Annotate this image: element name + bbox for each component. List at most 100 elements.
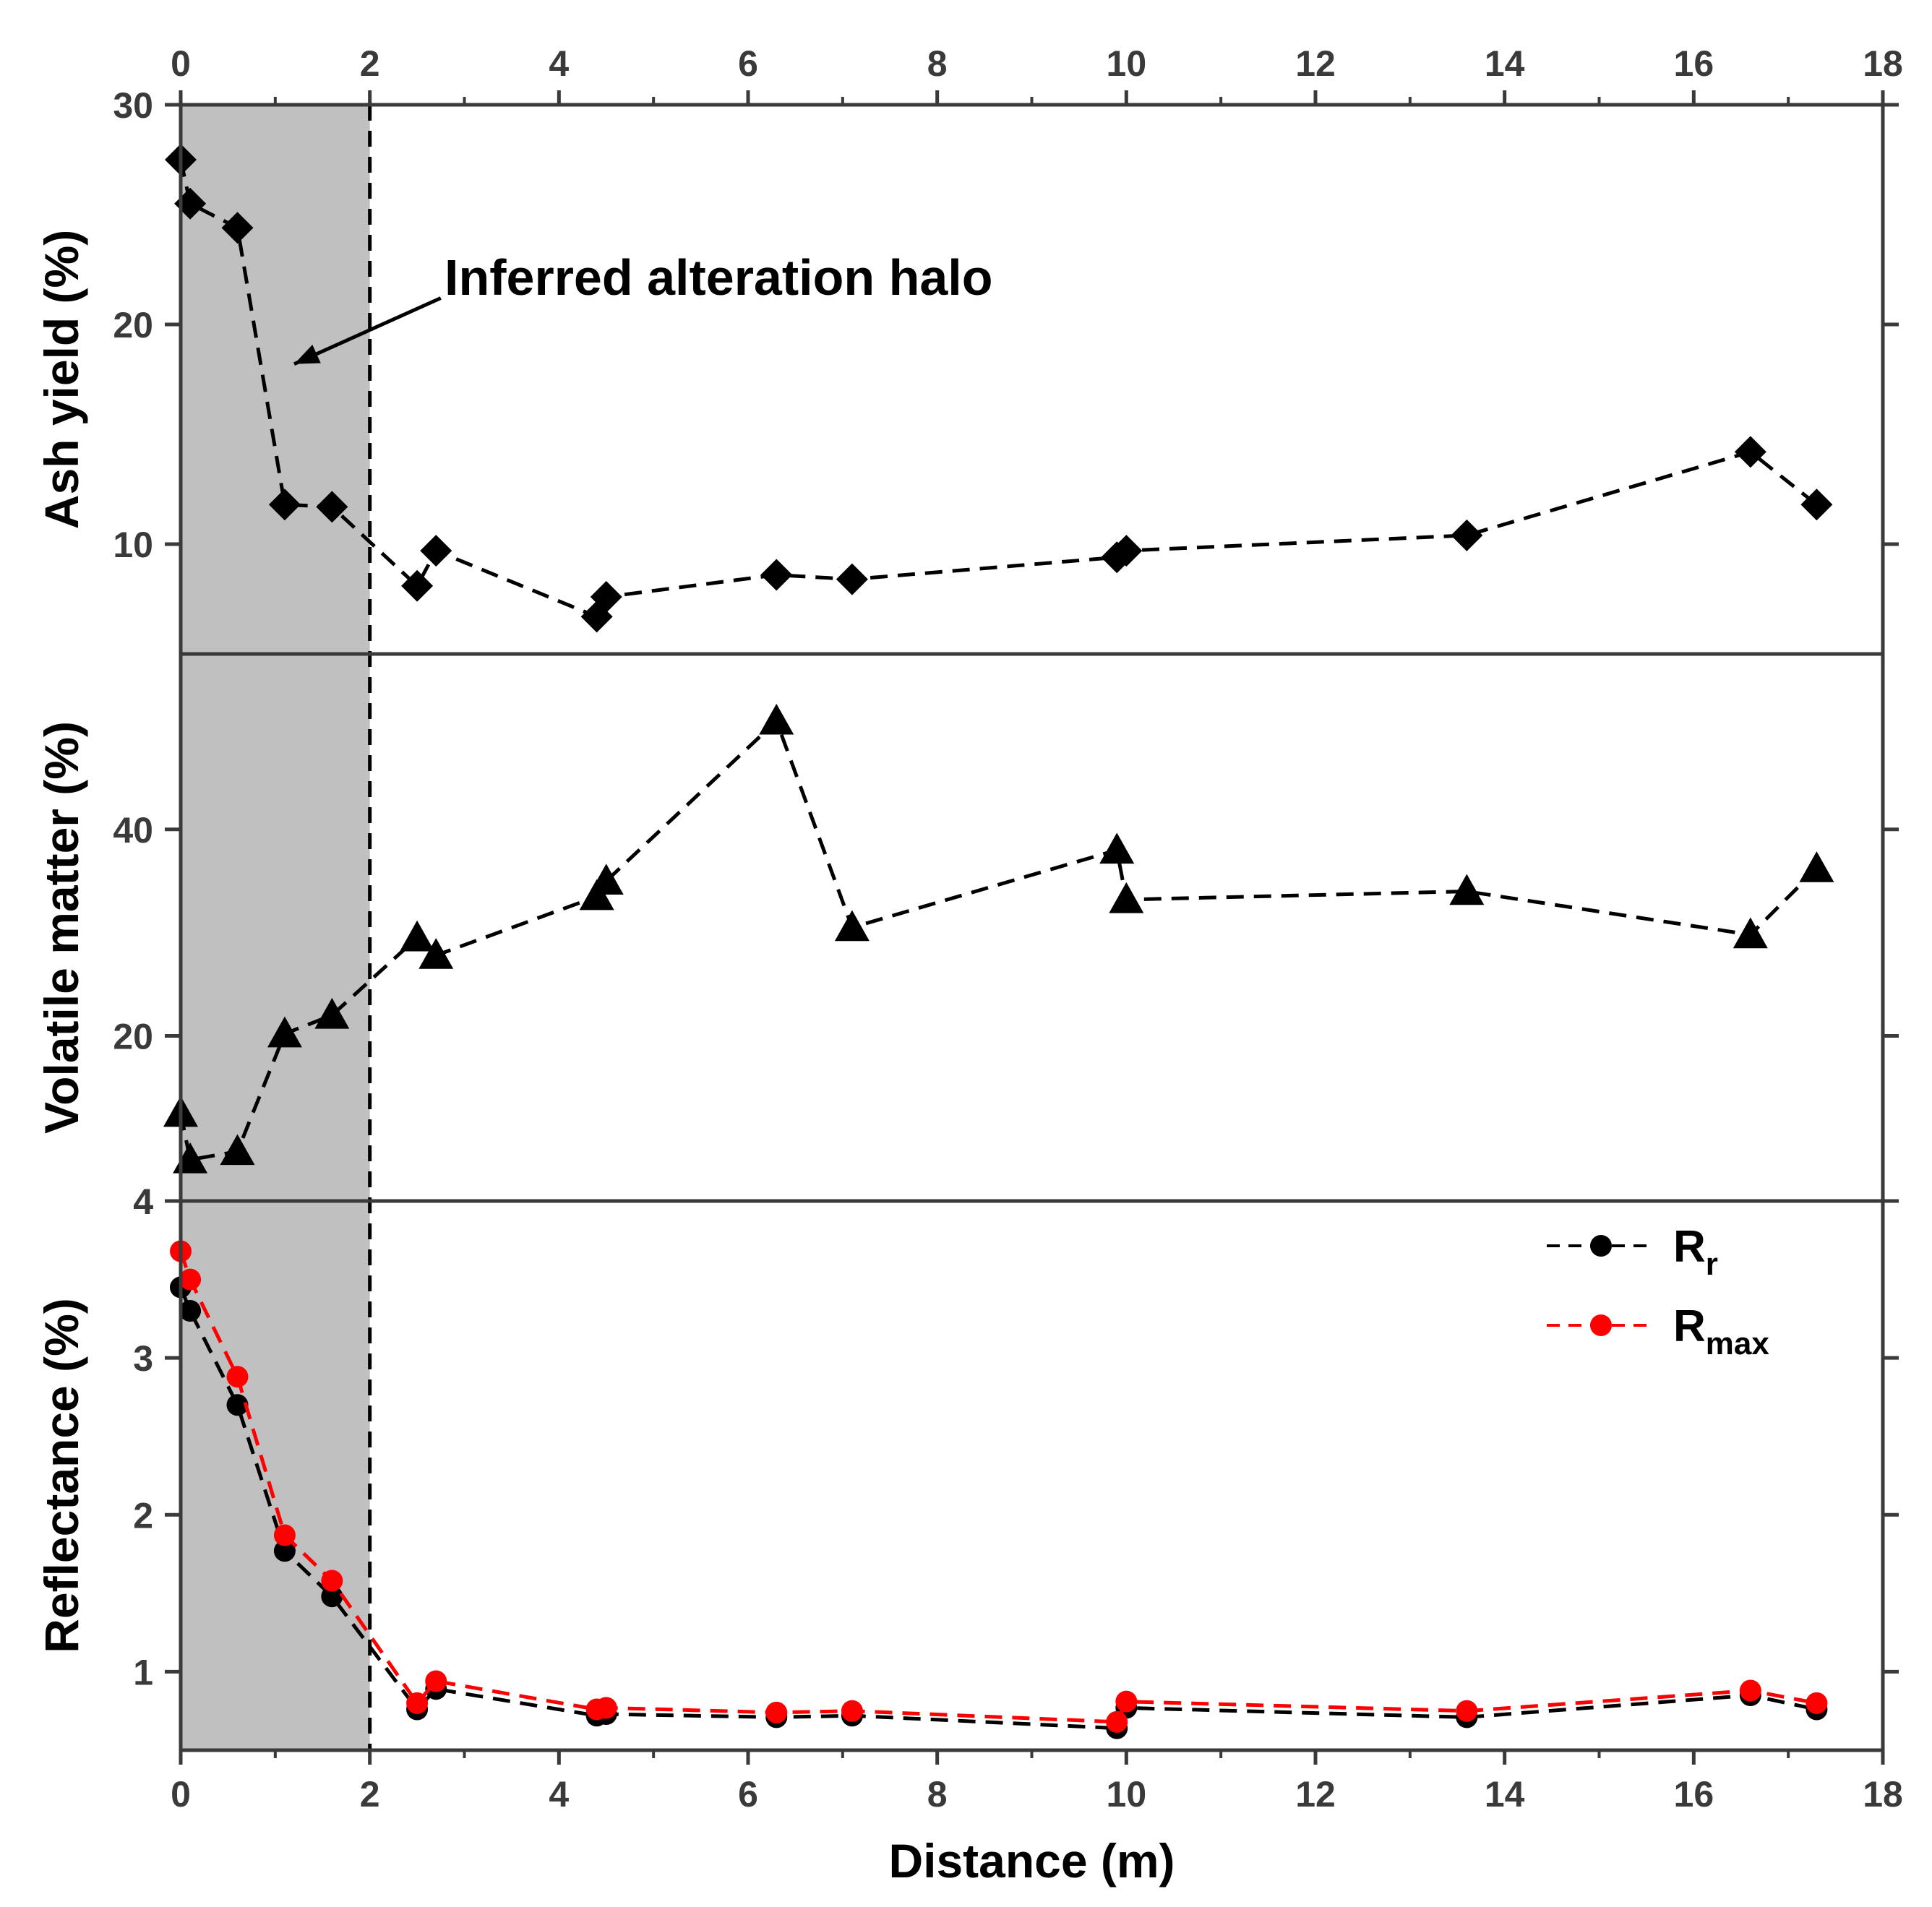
data-point [226, 1366, 249, 1388]
legend-label-subscript: r [1706, 1247, 1718, 1282]
y-tick-label: 40 [113, 810, 153, 851]
data-point [425, 1670, 447, 1692]
x-tick-label-top: 10 [1107, 43, 1147, 84]
data-point [759, 703, 794, 735]
x-tick-label-top: 12 [1295, 43, 1336, 84]
data-point [1799, 851, 1834, 882]
series-line [179, 1286, 1817, 1731]
x-tick-label-bottom: 0 [171, 1774, 191, 1815]
data-point [1099, 832, 1135, 864]
series-layer [163, 144, 1834, 1739]
data-point [179, 1268, 202, 1291]
y-tick-label: 2 [133, 1495, 153, 1536]
x-tick-label-top: 0 [171, 43, 191, 84]
x-tick-label-top: 16 [1674, 43, 1714, 84]
data-point [1449, 874, 1485, 905]
data-point [1115, 1690, 1138, 1713]
data-point [1106, 1710, 1128, 1733]
data-point [273, 1524, 296, 1546]
x-tick-label-bottom: 12 [1295, 1774, 1336, 1815]
annotation-arrow-line [293, 296, 442, 366]
data-point [316, 491, 348, 523]
data-point [1739, 1679, 1761, 1702]
data-point [1734, 436, 1766, 468]
legend-label: Rr [1673, 1222, 1718, 1282]
series-line [179, 1250, 1817, 1724]
data-point [220, 1134, 255, 1166]
data-point [1110, 535, 1143, 567]
y-axis-title: Volatile matter (%) [35, 721, 88, 1134]
x-tick-label-top: 18 [1863, 43, 1903, 84]
y-tick-label: 20 [113, 1016, 153, 1056]
data-point [267, 1016, 302, 1048]
data-point [1451, 519, 1483, 551]
data-point [1806, 1692, 1828, 1714]
legend-label-main: R [1673, 1301, 1706, 1351]
series-line [179, 718, 1819, 1162]
x-tick-label-top: 8 [927, 43, 948, 84]
x-tick-label-top: 6 [738, 43, 758, 84]
y-tick-label: 1 [133, 1652, 153, 1692]
data-point [1800, 488, 1833, 521]
data-point [760, 559, 793, 591]
x-tick-label-bottom: 10 [1107, 1774, 1147, 1815]
frame-layer [165, 90, 1899, 1765]
data-point [418, 938, 454, 969]
legend-swatch-marker [1590, 1235, 1612, 1257]
legend-swatch-marker [1590, 1314, 1612, 1336]
y-axis-title: Reflectance (%) [35, 1298, 88, 1653]
x-tick-label-top: 14 [1485, 43, 1525, 84]
y-tick-label: 10 [113, 525, 153, 565]
x-tick-label-top: 2 [360, 43, 380, 84]
x-tick-label-bottom: 18 [1863, 1774, 1903, 1815]
data-point [268, 488, 301, 521]
x-axis-title: Distance (m) [888, 1834, 1175, 1887]
data-point [420, 535, 452, 567]
y-tick-label: 30 [113, 85, 153, 126]
data-point [765, 1701, 788, 1723]
data-point [221, 212, 254, 244]
plot-frame [179, 103, 1885, 1752]
data-point [174, 187, 207, 220]
x-tick-label-bottom: 8 [927, 1774, 948, 1815]
y-tick-label: 3 [133, 1338, 153, 1379]
data-point [179, 1300, 202, 1322]
data-point [1109, 882, 1144, 913]
legend-label: Rmax [1673, 1301, 1769, 1361]
data-point [401, 569, 434, 602]
x-tick-label-bottom: 16 [1674, 1774, 1714, 1815]
alteration-halo-shade [181, 105, 370, 1750]
x-tick-label-bottom: 4 [549, 1774, 569, 1815]
legend-label-main: R [1673, 1222, 1706, 1272]
data-point [590, 580, 622, 613]
shade-layer [181, 105, 372, 1750]
data-point [321, 1585, 343, 1608]
data-point [595, 1697, 617, 1719]
legend-label-subscript: max [1706, 1326, 1770, 1361]
data-point [273, 1540, 296, 1562]
data-point [841, 1700, 863, 1722]
data-point [400, 920, 435, 952]
data-point [588, 864, 624, 895]
x-tick-label-top: 4 [549, 43, 569, 84]
y-tick-label: 4 [133, 1181, 153, 1222]
data-point [836, 563, 868, 595]
data-point [1456, 1700, 1478, 1722]
y-tick-label: 20 [113, 305, 153, 345]
data-point [406, 1692, 429, 1714]
x-tick-label-bottom: 6 [738, 1774, 758, 1815]
x-tick-label-bottom: 14 [1485, 1774, 1525, 1815]
y-tick-label: 4 [133, 1181, 153, 1222]
data-point [321, 1570, 343, 1592]
x-tick-label-bottom: 2 [360, 1774, 380, 1815]
y-axis-title: Ash yield (%) [35, 230, 88, 529]
data-point [226, 1394, 249, 1416]
data-point [314, 997, 350, 1029]
data-point [1733, 917, 1768, 949]
annotation-text: Inferred alteration halo [445, 249, 992, 306]
data-point [834, 910, 870, 942]
data-point [579, 879, 614, 911]
